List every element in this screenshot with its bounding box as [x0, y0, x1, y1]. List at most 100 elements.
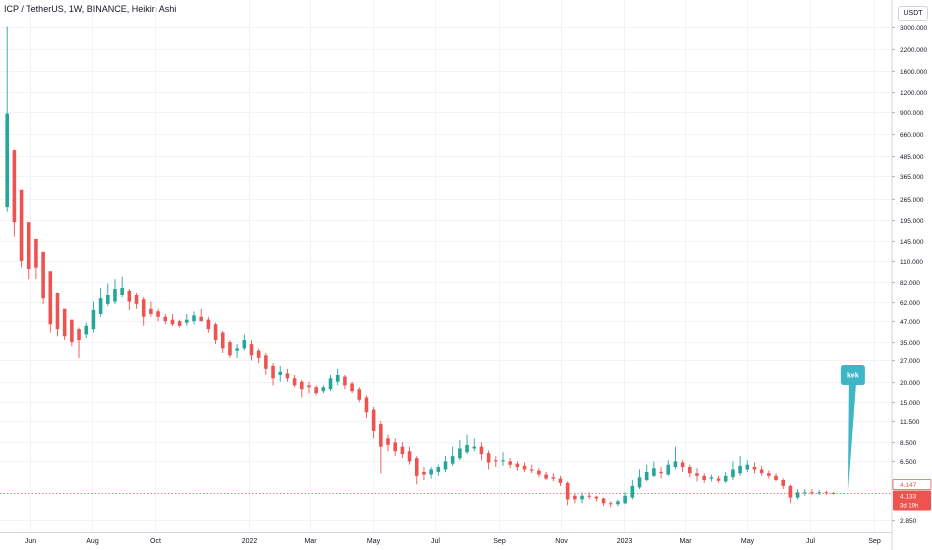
candle-down	[781, 478, 786, 490]
candle-down	[228, 340, 232, 358]
candle-down	[19, 189, 24, 268]
candle-body	[264, 355, 268, 369]
candle-up	[472, 438, 477, 452]
candle-body	[77, 329, 81, 341]
candle-up	[644, 464, 649, 482]
candle-down	[659, 467, 663, 479]
y-tick-label: 900.000	[900, 110, 924, 117]
candle-up	[321, 385, 326, 394]
candle-body	[551, 477, 556, 479]
candle-down	[544, 471, 548, 480]
candle-down	[695, 468, 699, 482]
candle-up	[120, 276, 124, 298]
candle-down	[48, 271, 53, 333]
candle-down	[285, 368, 290, 382]
candle-up	[616, 499, 620, 507]
candle-layer	[5, 26, 836, 508]
y-tick-label: 35.000	[900, 340, 920, 347]
candle-body	[630, 485, 635, 498]
candle-body	[731, 469, 735, 478]
candle-up	[84, 322, 89, 339]
candle-down	[594, 495, 599, 502]
candle-down	[141, 297, 146, 326]
candle-body	[587, 495, 592, 497]
candle-body	[458, 448, 462, 459]
candle-down	[716, 475, 721, 483]
candle-down	[486, 450, 491, 470]
candle-down	[608, 501, 613, 508]
candle-body	[637, 477, 642, 488]
candle-body	[141, 299, 146, 317]
candle-body	[357, 389, 362, 400]
candle-body	[493, 460, 498, 462]
candle-body	[127, 290, 132, 302]
candle-body	[256, 350, 261, 358]
candle-body	[644, 471, 649, 480]
y-tick-label: 6.500	[900, 459, 917, 466]
candle-down	[551, 473, 556, 482]
y-tick-label: 47.000	[900, 319, 920, 326]
candle-body	[752, 467, 757, 470]
candle-up	[5, 26, 9, 212]
candle-body	[105, 294, 110, 304]
callout-shape	[840, 364, 865, 492]
candle-up	[98, 288, 103, 317]
candle-body	[601, 498, 606, 504]
candle-down	[601, 497, 606, 507]
candle-down	[271, 363, 275, 386]
candle-body	[414, 458, 419, 476]
y-tick-label: 82.000	[900, 280, 920, 287]
candle-down	[213, 322, 218, 345]
candle-down	[386, 434, 390, 452]
candle-body	[350, 383, 354, 392]
candle-up	[185, 313, 189, 326]
candle-body	[802, 492, 807, 494]
candle-body	[788, 485, 793, 498]
prev-price-label: 4.147	[892, 479, 932, 490]
candle-body	[12, 150, 17, 223]
candle-body	[465, 444, 469, 453]
candle-body	[213, 324, 218, 341]
currency-unit-button[interactable]: USDT	[898, 6, 928, 21]
bar-countdown-text: 3d 19h	[900, 503, 918, 509]
candle-body	[314, 387, 318, 394]
last-price-label: 4.133 3d 19h	[893, 490, 931, 511]
candle-down	[393, 438, 398, 457]
x-tick-label: Jun	[25, 538, 36, 545]
candle-body	[19, 189, 24, 261]
y-tick-label: 365.000	[900, 174, 924, 181]
candle-up	[630, 479, 635, 500]
candle-body	[573, 495, 577, 500]
candle-up	[436, 464, 441, 476]
candle-up	[501, 452, 505, 466]
candle-down	[26, 222, 31, 280]
candle-down	[529, 464, 534, 474]
candle-down	[400, 442, 405, 459]
candle-down	[573, 494, 577, 504]
y-tick-label: 660.000	[900, 132, 924, 139]
candle-down	[264, 352, 268, 375]
candle-down	[34, 238, 38, 280]
candle-down	[77, 327, 81, 358]
candle-down	[371, 406, 376, 439]
candle-up	[652, 461, 656, 478]
candle-up	[802, 489, 807, 496]
candle-body	[702, 475, 706, 480]
candle-down	[493, 456, 498, 468]
candle-body	[558, 478, 563, 483]
candle-body	[508, 461, 512, 465]
candle-up	[105, 283, 110, 307]
candle-up	[709, 474, 714, 482]
candle-down	[62, 308, 67, 341]
callout-annotation[interactable]: kek	[840, 364, 865, 492]
candle-body	[774, 475, 778, 480]
candle-body	[163, 316, 168, 322]
candle-body	[429, 469, 433, 475]
candle-up	[745, 460, 750, 472]
candle-up	[795, 489, 800, 500]
candle-up	[465, 434, 469, 455]
candle-body	[666, 464, 671, 475]
candle-up	[637, 469, 642, 490]
